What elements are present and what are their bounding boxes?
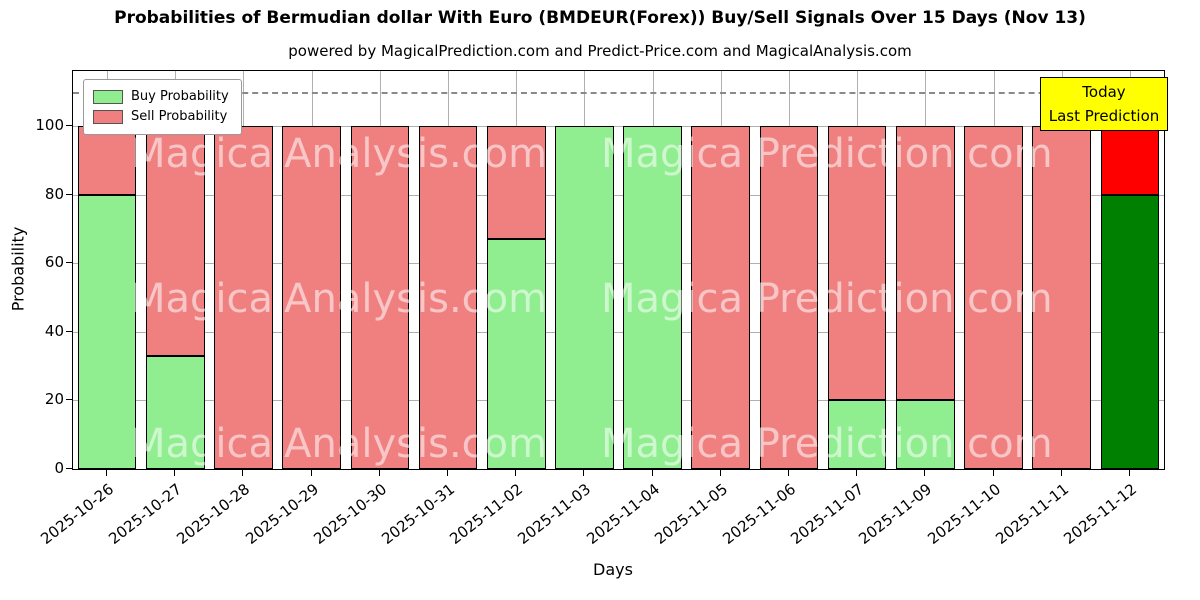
y-gridline	[73, 125, 1164, 127]
x-tick-mark	[787, 470, 789, 476]
y-tick-label: 20	[44, 390, 64, 409]
legend-buy-label: Buy Probability	[131, 89, 229, 104]
legend-sell-label: Sell Probability	[131, 109, 228, 124]
x-tick-mark	[447, 470, 449, 476]
bar-2025-11-09-sell	[896, 125, 955, 401]
legend: Buy Probability Sell Probability	[83, 79, 242, 135]
x-tick-mark	[1128, 470, 1130, 476]
bar-2025-10-26-buy	[77, 194, 137, 469]
bar-2025-11-06-sell	[759, 125, 819, 469]
bar-2025-10-31-sell	[418, 125, 478, 469]
x-tick-mark	[856, 470, 858, 476]
bar-2025-10-28-sell	[214, 125, 273, 469]
legend-item-sell: Sell Probability	[93, 107, 229, 127]
y-tick-mark	[66, 124, 72, 126]
bar-2025-11-12-buy	[1100, 194, 1160, 469]
bar-2025-10-27-buy	[145, 355, 205, 469]
x-tick-mark	[992, 470, 994, 476]
legend-buy-swatch	[93, 90, 123, 104]
x-tick-mark	[106, 470, 108, 476]
bar-2025-11-07-sell	[827, 125, 887, 401]
bar-2025-11-02-sell	[486, 125, 546, 240]
x-tick-mark	[174, 470, 176, 476]
x-tick-mark	[651, 470, 653, 476]
y-tick-mark	[66, 399, 72, 401]
y-tick-label: 100	[35, 115, 64, 134]
bar-2025-10-29-sell	[282, 125, 341, 469]
x-tick-mark	[924, 470, 926, 476]
bar-2025-11-09-buy	[896, 400, 955, 469]
y-tick-label: 0	[54, 459, 64, 477]
dashed-reference-line	[73, 91, 1164, 94]
today-annotation: Today Last Prediction	[1040, 77, 1168, 131]
bar-2025-11-04-buy	[623, 125, 682, 469]
y-tick-mark	[66, 468, 72, 469]
legend-sell-swatch	[93, 110, 123, 124]
x-tick-mark	[583, 470, 585, 476]
bar-2025-11-12-sell	[1100, 125, 1160, 195]
y-tick-mark	[66, 262, 72, 264]
y-tick-mark	[66, 330, 72, 332]
bar-2025-11-07-buy	[827, 400, 887, 469]
x-tick-mark	[515, 470, 517, 476]
x-tick-mark	[378, 470, 380, 476]
today-annotation-line2: Last Prediction	[1048, 107, 1160, 125]
plot-area: Buy Probability Sell Probability Magical…	[72, 70, 1165, 470]
today-annotation-line1: Today	[1082, 83, 1126, 101]
y-tick-mark	[66, 193, 72, 195]
y-tick-label: 40	[44, 321, 64, 340]
legend-item-buy: Buy Probability	[93, 87, 229, 107]
bar-2025-10-30-sell	[350, 125, 410, 469]
bar-2025-11-03-buy	[555, 125, 614, 469]
x-tick-mark	[310, 470, 312, 476]
y-gridline	[73, 400, 1164, 402]
bar-2025-11-10-sell	[964, 125, 1023, 469]
bar-2025-10-27-sell	[145, 125, 205, 356]
bar-2025-11-11-sell	[1032, 125, 1092, 469]
chart-title: Probabilities of Bermudian dollar With E…	[114, 8, 1086, 28]
y-tick-label: 80	[44, 184, 64, 203]
y-gridline	[73, 263, 1164, 265]
y-gridline	[73, 194, 1164, 196]
x-tick-mark	[242, 470, 244, 476]
bar-2025-10-26-sell	[77, 125, 137, 195]
x-tick-mark	[719, 470, 721, 476]
x-axis-label: Days	[593, 560, 633, 579]
y-gridline	[73, 331, 1164, 333]
bar-2025-11-05-sell	[691, 125, 751, 469]
bar-2025-11-02-buy	[486, 239, 546, 469]
y-tick-label: 60	[44, 253, 64, 272]
chart-subtitle: powered by MagicalPrediction.com and Pre…	[288, 42, 912, 60]
x-tick-mark	[1060, 470, 1062, 476]
